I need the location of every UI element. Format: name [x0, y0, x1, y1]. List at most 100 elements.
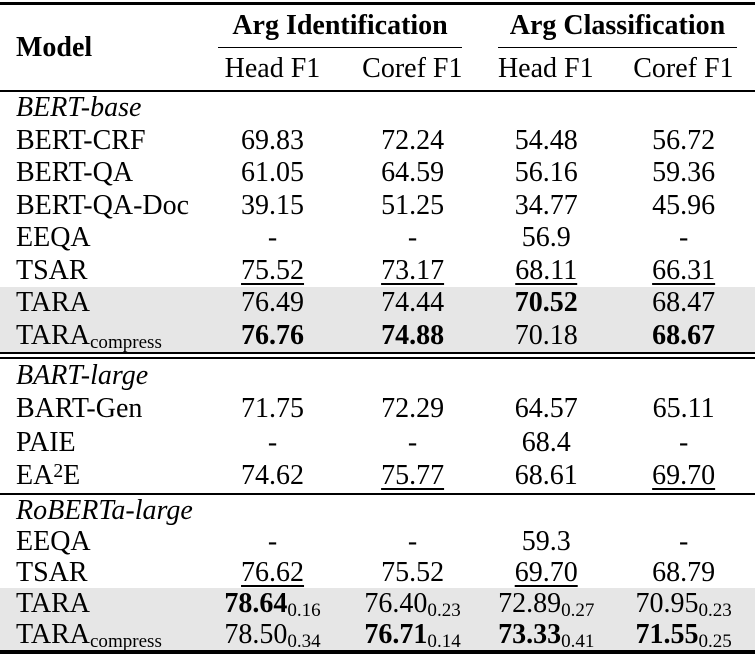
value-std-subscript: 0.14: [427, 630, 461, 652]
bottom-rule: [0, 650, 755, 654]
model-name: E: [63, 460, 81, 492]
cell-value: 69.70: [612, 460, 755, 492]
value-std-subscript: 0.34: [287, 630, 321, 652]
cell-value: 56.9: [480, 222, 612, 254]
value-std-subscript: 0.16: [287, 599, 321, 621]
cell-model: EEQA: [0, 222, 200, 254]
cell-model: TARA: [0, 287, 200, 319]
value: 69.70: [652, 460, 716, 492]
value-std-subscript: 0.23: [427, 599, 461, 621]
value: 59.3: [521, 525, 571, 557]
cell-value: 71.75: [200, 393, 345, 425]
value: 61.05: [241, 157, 305, 189]
cell-value: 68.11: [480, 255, 612, 287]
cell-model: BART-Gen: [0, 393, 200, 425]
cell-model: EA2E: [0, 460, 200, 492]
value: 78.50: [224, 618, 288, 650]
cell-model: TSAR: [0, 255, 200, 287]
model-name: EEQA: [16, 525, 91, 557]
value: 68.47: [652, 287, 716, 319]
value: 72.89: [498, 587, 562, 619]
section-label: BERT-base: [16, 92, 142, 124]
table-body: BERT-base BERT-CRF 69.83 72.24 54.48 56.72 BER…: [0, 92, 755, 652]
cell-value: 74.62: [200, 460, 345, 492]
cell-value: 68.4: [480, 427, 612, 459]
value: -: [678, 426, 689, 458]
cell-value: 59.3: [480, 526, 612, 558]
model-name: TSAR: [16, 556, 88, 588]
value: 74.44: [381, 287, 445, 319]
value: 68.61: [514, 460, 578, 492]
section-rule: [0, 493, 755, 495]
cell-value: 65.11: [612, 393, 755, 425]
table-row: BERT-QA 61.05 64.59 56.16 59.36: [0, 157, 755, 190]
model-name: TARA: [16, 587, 90, 619]
value: -: [407, 426, 418, 458]
table-row: TARA 76.49 74.44 70.52 68.47: [0, 287, 755, 320]
cell-value: 66.31: [612, 255, 755, 287]
cell-value: 74.88: [345, 320, 480, 352]
value: 73.17: [381, 254, 445, 286]
column-header-id-coref-f1: Coref F1: [362, 53, 463, 84]
cell-value: 69.83: [200, 125, 345, 157]
cell-value: -: [200, 427, 345, 459]
value: 65.11: [652, 393, 715, 425]
cell-value: 54.48: [480, 125, 612, 157]
value: 71.55: [635, 618, 699, 650]
value: 51.25: [381, 189, 445, 221]
cell-value: 75.52: [345, 557, 480, 589]
section-label-row: RoBERTa-large: [0, 495, 755, 526]
model-name: TARA: [16, 287, 90, 319]
cell-model: TARAcompress: [0, 618, 200, 652]
cell-value: -: [345, 222, 480, 254]
section-label: BART-large: [16, 359, 149, 391]
value: -: [267, 222, 278, 254]
value: 56.72: [652, 124, 716, 156]
cell-value: 68.61: [480, 460, 612, 492]
value: 64.59: [381, 157, 445, 189]
value: 59.36: [652, 157, 716, 189]
table-row: EEQA - - 59.3 -: [0, 526, 755, 557]
model-name: BERT-QA-Doc: [16, 189, 190, 221]
cell-model: BERT-QA: [0, 157, 200, 189]
group-header-arg-classification: Arg Classification: [480, 5, 755, 48]
value: 68.4: [521, 426, 571, 458]
cell-value: 45.96: [612, 190, 755, 222]
value: 75.52: [381, 556, 445, 588]
value: -: [407, 525, 418, 557]
cell-value: 75.77: [345, 460, 480, 492]
section-bert-base: BERT-base BERT-CRF 69.83 72.24 54.48 56.72 BER…: [0, 92, 755, 353]
value: 76.62: [241, 556, 305, 588]
cell-value: -: [200, 222, 345, 254]
cell-value: 61.05: [200, 157, 345, 189]
table-row: BERT-QA-Doc 39.15 51.25 34.77 45.96: [0, 190, 755, 223]
value: 70.52: [514, 287, 578, 319]
cell-value: 76.62: [200, 557, 345, 589]
cell-value: 64.57: [480, 393, 612, 425]
value: 68.11: [515, 254, 578, 286]
value: 76.40: [364, 587, 428, 619]
table-row: BERT-CRF 69.83 72.24 54.48 56.72: [0, 125, 755, 158]
model-name: BERT-CRF: [16, 124, 146, 156]
cell-value: 76.49: [200, 287, 345, 319]
value-std-subscript: 0.23: [698, 599, 732, 621]
cell-model: TSAR: [0, 557, 200, 589]
value: 75.77: [381, 460, 445, 492]
value: 56.9: [521, 222, 571, 254]
cell-value: 72.89 0.27: [480, 587, 612, 621]
value: 74.62: [241, 460, 305, 492]
value-std-subscript: 0.25: [698, 630, 732, 652]
section-label-cell: RoBERTa-large: [0, 495, 200, 527]
model-subscript: compress: [89, 630, 162, 652]
value: 72.24: [381, 124, 445, 156]
value: 54.48: [514, 124, 578, 156]
value: 69.70: [514, 556, 578, 588]
header-right: Arg Identification Arg Classification He…: [200, 5, 755, 90]
cell-value: 70.95 0.23: [612, 588, 755, 621]
cell-value: 64.59: [345, 157, 480, 189]
value: -: [267, 525, 278, 557]
model-name: TARA: [16, 618, 90, 650]
model-name: PAIE: [16, 426, 76, 458]
cell-value: 56.16: [480, 157, 612, 189]
value: 39.15: [241, 189, 305, 221]
